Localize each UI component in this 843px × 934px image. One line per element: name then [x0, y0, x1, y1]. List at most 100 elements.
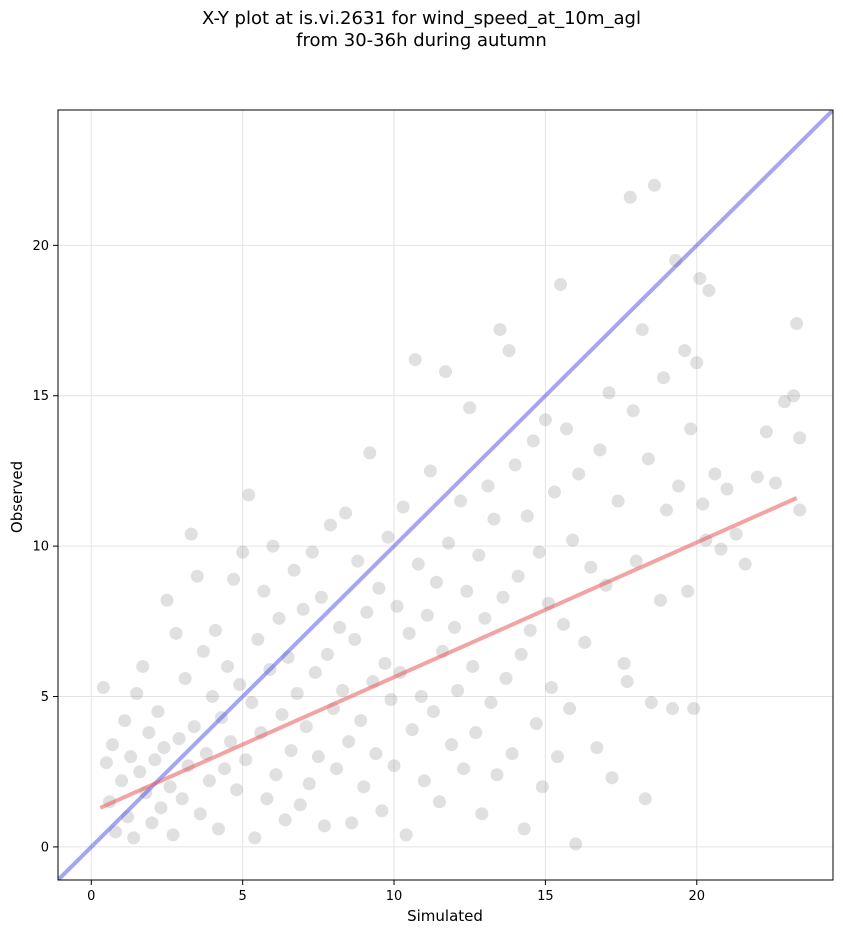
x-tick-label-2: 10 — [386, 889, 403, 904]
data-point-168 — [626, 404, 640, 418]
data-point-73 — [320, 647, 334, 661]
data-point-40 — [221, 659, 235, 673]
data-point-34 — [202, 774, 216, 788]
data-point-122 — [469, 726, 483, 740]
data-point-80 — [342, 735, 356, 749]
data-point-94 — [384, 693, 398, 707]
data-point-70 — [311, 750, 325, 764]
data-point-85 — [357, 780, 371, 794]
data-point-46 — [239, 753, 253, 767]
data-point-10 — [130, 687, 144, 701]
data-point-135 — [508, 458, 522, 472]
data-point-128 — [487, 512, 501, 526]
data-point-35 — [205, 690, 219, 704]
data-point-142 — [529, 717, 543, 731]
data-point-96 — [390, 599, 404, 613]
data-point-167 — [623, 190, 637, 204]
data-point-158 — [584, 560, 598, 574]
data-point-55 — [266, 539, 280, 553]
grid-lines — [58, 110, 833, 880]
data-point-74 — [323, 518, 337, 532]
data-point-173 — [644, 696, 658, 710]
data-point-143 — [532, 545, 546, 559]
data-point-131 — [496, 590, 510, 604]
data-point-83 — [351, 554, 365, 568]
data-point-101 — [405, 723, 419, 737]
data-point-125 — [478, 611, 492, 625]
data-point-175 — [653, 593, 667, 607]
data-point-41 — [224, 735, 238, 749]
data-point-192 — [720, 482, 734, 496]
data-point-109 — [429, 575, 443, 589]
data-point-145 — [538, 413, 552, 427]
reference-lines — [58, 110, 833, 880]
data-point-138 — [517, 822, 531, 836]
y-axis-label: Observed — [8, 461, 26, 533]
data-point-104 — [414, 690, 428, 704]
data-point-201 — [793, 431, 807, 445]
data-point-186 — [693, 271, 707, 285]
data-point-163 — [605, 771, 619, 785]
data-point-202 — [793, 503, 807, 517]
data-point-162 — [602, 386, 616, 400]
data-point-114 — [445, 738, 459, 752]
data-point-52 — [257, 584, 271, 598]
data-point-197 — [768, 476, 782, 490]
data-point-98 — [396, 500, 410, 514]
data-point-72 — [317, 819, 331, 833]
data-point-136 — [511, 569, 525, 583]
data-point-194 — [738, 557, 752, 571]
data-point-56 — [269, 768, 283, 782]
y-tick-label-0: 0 — [41, 840, 49, 855]
data-point-29 — [187, 720, 201, 734]
data-point-82 — [348, 632, 362, 646]
data-point-76 — [330, 762, 344, 776]
data-point-23 — [169, 626, 183, 640]
data-point-112 — [439, 365, 452, 379]
x-tick-label-0: 0 — [87, 889, 95, 904]
data-point-165 — [617, 656, 631, 670]
y-tick-label-2: 10 — [32, 540, 49, 555]
data-point-43 — [230, 783, 244, 797]
data-point-170 — [635, 323, 649, 337]
data-point-124 — [475, 807, 489, 821]
data-point-20 — [160, 593, 174, 607]
data-point-19 — [157, 741, 171, 755]
data-point-156 — [572, 467, 586, 481]
data-point-33 — [199, 747, 213, 761]
data-point-48 — [245, 696, 259, 710]
data-point-24 — [172, 732, 186, 746]
data-point-22 — [166, 828, 180, 842]
data-point-14 — [142, 726, 156, 740]
data-point-64 — [293, 798, 307, 812]
axis-ticks: 0 5 10 15 20 0 5 10 15 20 — [32, 239, 705, 904]
data-point-6 — [118, 714, 132, 728]
data-point-0 — [96, 681, 110, 694]
data-point-99 — [399, 828, 413, 842]
data-point-166 — [620, 674, 634, 688]
data-point-169 — [629, 554, 643, 568]
data-point-108 — [426, 705, 440, 719]
data-point-191 — [714, 542, 728, 556]
data-point-71 — [314, 590, 328, 604]
data-point-8 — [124, 750, 138, 764]
data-point-196 — [759, 425, 773, 439]
identity-line — [58, 110, 833, 880]
data-point-160 — [593, 443, 607, 457]
data-point-126 — [481, 479, 495, 493]
data-point-110 — [432, 795, 446, 809]
data-point-115 — [448, 620, 462, 634]
data-point-5 — [115, 774, 129, 788]
data-point-42 — [227, 572, 241, 586]
data-point-93 — [381, 530, 395, 544]
data-point-66 — [299, 720, 313, 734]
data-point-153 — [563, 702, 577, 716]
data-point-187 — [696, 497, 710, 511]
data-point-116 — [451, 684, 465, 698]
data-point-107 — [423, 464, 437, 478]
data-point-31 — [193, 807, 207, 821]
data-point-174 — [647, 178, 661, 192]
data-point-1 — [99, 756, 113, 770]
data-point-144 — [535, 780, 549, 794]
data-point-198 — [778, 395, 792, 409]
